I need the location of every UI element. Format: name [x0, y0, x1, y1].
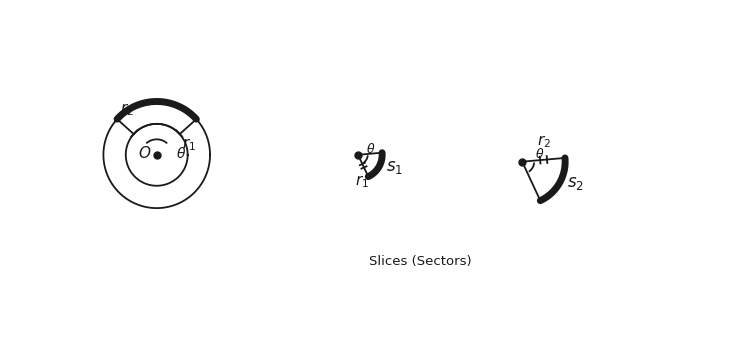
Text: $r_2$: $r_2$ [537, 133, 551, 150]
Text: $r_2$: $r_2$ [120, 101, 134, 118]
Text: $\theta$: $\theta$ [535, 147, 544, 161]
Text: $s_2$: $s_2$ [567, 174, 584, 192]
Text: O: O [139, 146, 151, 161]
Text: $s_1$: $s_1$ [386, 158, 403, 176]
Text: $\theta$: $\theta$ [176, 146, 186, 161]
Text: Slices (Sectors): Slices (Sectors) [369, 255, 472, 268]
Text: $\theta$: $\theta$ [366, 142, 376, 155]
Text: $r_1$: $r_1$ [355, 174, 369, 190]
Text: $r_1$: $r_1$ [182, 136, 195, 153]
